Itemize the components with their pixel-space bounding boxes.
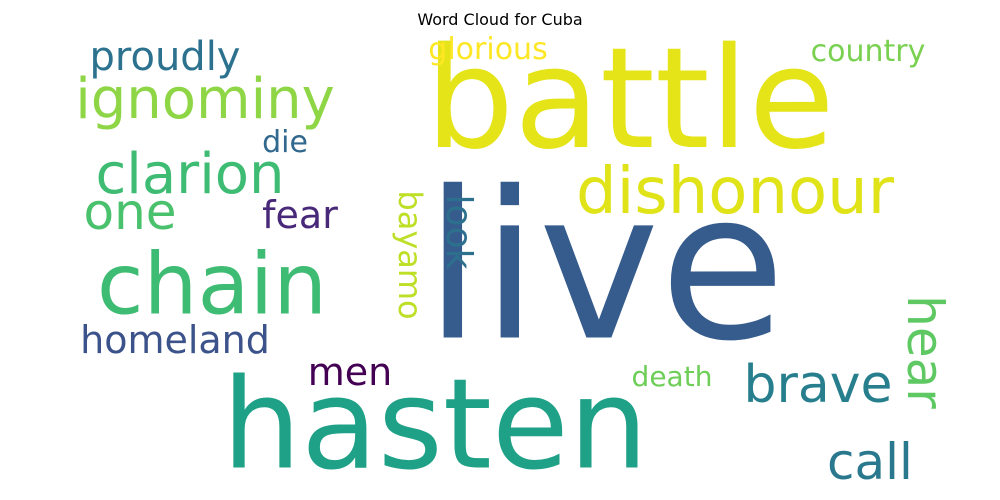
word-fear: fear: [262, 193, 338, 237]
chart-title: Word Cloud for Cuba: [417, 10, 583, 29]
word-clarion: clarion: [95, 142, 285, 207]
word-hasten: hasten: [221, 352, 649, 498]
word-dishonour: dishonour: [575, 155, 895, 229]
word-proudly: proudly: [89, 34, 241, 80]
word-country: country: [810, 34, 926, 69]
word-one: one: [83, 183, 177, 241]
word-brave: brave: [743, 355, 893, 415]
word-bayamo: bayamo: [391, 190, 429, 320]
word-battle: battle: [425, 18, 835, 181]
word-chain: chain: [96, 235, 328, 335]
word-look: look: [438, 194, 479, 270]
word-glorious: glorious: [428, 32, 548, 67]
word-homeland: homeland: [80, 318, 270, 362]
word-ignominy: ignominy: [75, 67, 335, 132]
word-men: men: [307, 350, 393, 394]
word-call: call: [827, 433, 913, 491]
word-hear: hear: [896, 295, 954, 409]
word-die: die: [262, 125, 308, 160]
word-live: live: [424, 148, 786, 387]
word-death: death: [631, 360, 713, 393]
